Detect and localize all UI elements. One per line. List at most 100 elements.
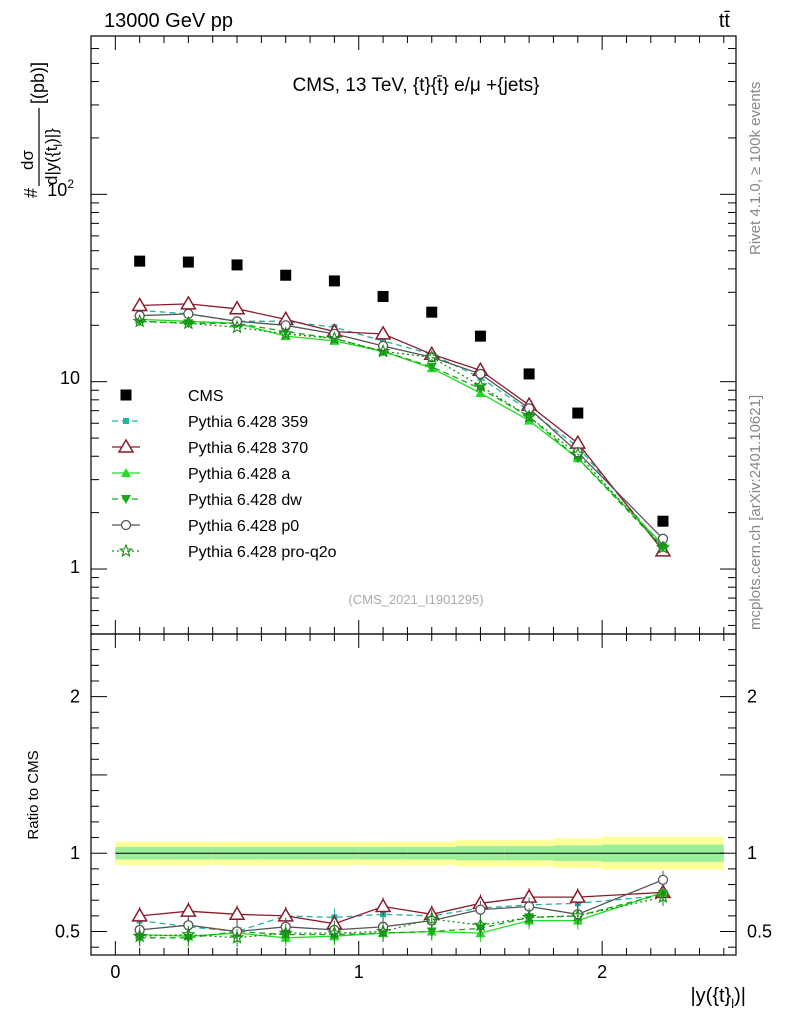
mcplots-label: mcplots.cern.ch [arXiv:2401.10621]	[747, 395, 764, 630]
ratio-point-p370	[131, 907, 148, 922]
legend-label-p0: Pythia 6.428 p0	[188, 518, 299, 535]
legend-label-a: Pythia 6.428 a	[188, 466, 290, 483]
x-label-main: |y({t}	[690, 985, 731, 1007]
ratio-point-proq2o	[375, 924, 391, 938]
point-proq2o	[327, 330, 342, 345]
ratio-point-p370	[228, 905, 246, 921]
series-line-a	[139, 318, 664, 546]
main-title: CMS, 13 TeV, {t}{t̄} e/μ +{jets}	[292, 75, 539, 96]
legend-entry-dw: Pythia 6.428 dw	[112, 492, 302, 509]
legend-label-p359: Pythia 6.428 359	[188, 414, 308, 431]
point-proq2o	[229, 319, 245, 334]
ratio-axis-ticks: 0.5 0.5 1 1 2 2 0 1 2	[55, 634, 772, 982]
point-proq2o	[424, 349, 439, 364]
ratio-point-proq2o	[278, 925, 293, 940]
point-CMS	[474, 330, 486, 342]
legend-entry-p359: Pythia 6.428 359	[112, 414, 308, 431]
y-tick-label-10: 10	[60, 368, 80, 388]
point-CMS	[523, 368, 535, 380]
x-tick-label: 1	[354, 962, 364, 982]
point-CMS	[657, 515, 669, 527]
point-p0	[657, 533, 669, 544]
ratio-point-proq2o	[229, 930, 245, 944]
legend: CMS Pythia 6.428 359 Pythia 6.428 370 Pythi…	[112, 388, 337, 561]
process-label: tt̄	[719, 10, 731, 32]
point-p370	[374, 325, 392, 340]
point-proq2o	[655, 540, 671, 554]
legend-label-dw: Pythia 6.428 dw	[188, 492, 302, 509]
ratio-point-p370	[569, 888, 587, 903]
legend-entry-p370: Pythia 6.428 370	[112, 438, 308, 457]
ratio-series-proq2o	[132, 888, 671, 947]
point-p370	[131, 297, 148, 312]
ratio-point-proq2o	[181, 927, 196, 941]
main-data-layer	[131, 255, 672, 557]
point-CMS	[182, 256, 194, 268]
y-tick-label-100: 102	[47, 177, 74, 200]
point-proq2o	[570, 446, 585, 461]
ratio-y-tick-label-right: 0.5	[747, 922, 772, 942]
point-p0	[523, 403, 535, 414]
ratio-series-dw	[134, 884, 668, 947]
legend-entry-CMS: CMS	[120, 388, 224, 405]
point-CMS	[280, 269, 292, 281]
ratio-point-proq2o	[521, 909, 537, 924]
point-p370	[228, 300, 246, 315]
point-CMS	[328, 275, 340, 287]
legend-marker-a	[121, 468, 131, 477]
y-label-den-sub: l	[51, 144, 65, 147]
legend-label-proq2o: Pythia 6.428 pro-q2o	[188, 544, 337, 561]
point-proq2o	[521, 409, 537, 423]
ratio-point-proq2o	[570, 908, 585, 922]
legend-marker-dw	[121, 495, 131, 504]
ratio-point-p370	[374, 897, 392, 913]
point-p370	[569, 434, 587, 449]
y-tick-label-100-base: 10	[47, 180, 67, 200]
point-proq2o	[278, 326, 293, 340]
point-CMS	[426, 306, 438, 318]
y-label-denominator: d|y({tl)|}	[42, 128, 65, 185]
series-line-proq2o	[139, 320, 664, 549]
ratio-series-p0	[134, 870, 669, 941]
legend-marker-p359	[123, 418, 129, 424]
ratio-y-tick-label-left: 0.5	[55, 922, 80, 942]
ratio-y-tick-label-left: 2	[70, 687, 80, 707]
point-proq2o	[473, 378, 488, 392]
rivet-version-label: Rivet 4.1.0, ≥ 100k events	[747, 82, 764, 255]
energy-label: 13000 GeV pp	[104, 10, 233, 32]
y-label-unit: [(pb)]	[28, 62, 48, 104]
legend-marker-CMS	[120, 389, 132, 401]
point-dw	[426, 362, 437, 372]
ratio-panel-frame	[90, 633, 737, 956]
point-CMS	[572, 407, 584, 419]
point-dw	[280, 327, 291, 337]
legend-entry-p0: Pythia 6.428 p0	[112, 518, 299, 535]
legend-entry-a: Pythia 6.428 a	[112, 466, 290, 483]
ratio-point-proq2o	[473, 917, 488, 932]
y-label-hash: #	[21, 188, 41, 198]
series-a	[134, 314, 668, 549]
ratio-y-axis-label: Ratio to CMS	[25, 750, 42, 839]
x-tick-label: 2	[597, 962, 607, 982]
series-CMS	[134, 255, 669, 527]
y-tick-label-1: 1	[70, 557, 80, 577]
ratio-series-p370	[131, 883, 672, 933]
ratio-point-p0	[657, 874, 669, 885]
main-axis-ticks	[91, 35, 736, 634]
legend-label-CMS: CMS	[188, 388, 224, 405]
point-proq2o	[132, 313, 147, 328]
legend-entry-proq2o: Pythia 6.428 pro-q2o	[112, 543, 337, 561]
ratio-data-layer	[131, 870, 672, 947]
ratio-y-tick-label-right: 1	[747, 843, 757, 863]
y-label-den-tail: )|}	[42, 128, 61, 144]
ratio-point-dw	[426, 927, 437, 937]
ratio-line-proq2o	[139, 896, 664, 939]
x-axis-label: |y({t}l)|	[690, 985, 746, 1011]
point-p370	[180, 295, 197, 310]
point-proq2o	[181, 315, 196, 330]
y-label-den-main: d|y({t	[42, 146, 61, 185]
ratio-point-proq2o	[424, 911, 439, 926]
x-label-tail: )|	[734, 985, 746, 1007]
point-CMS	[377, 290, 389, 302]
